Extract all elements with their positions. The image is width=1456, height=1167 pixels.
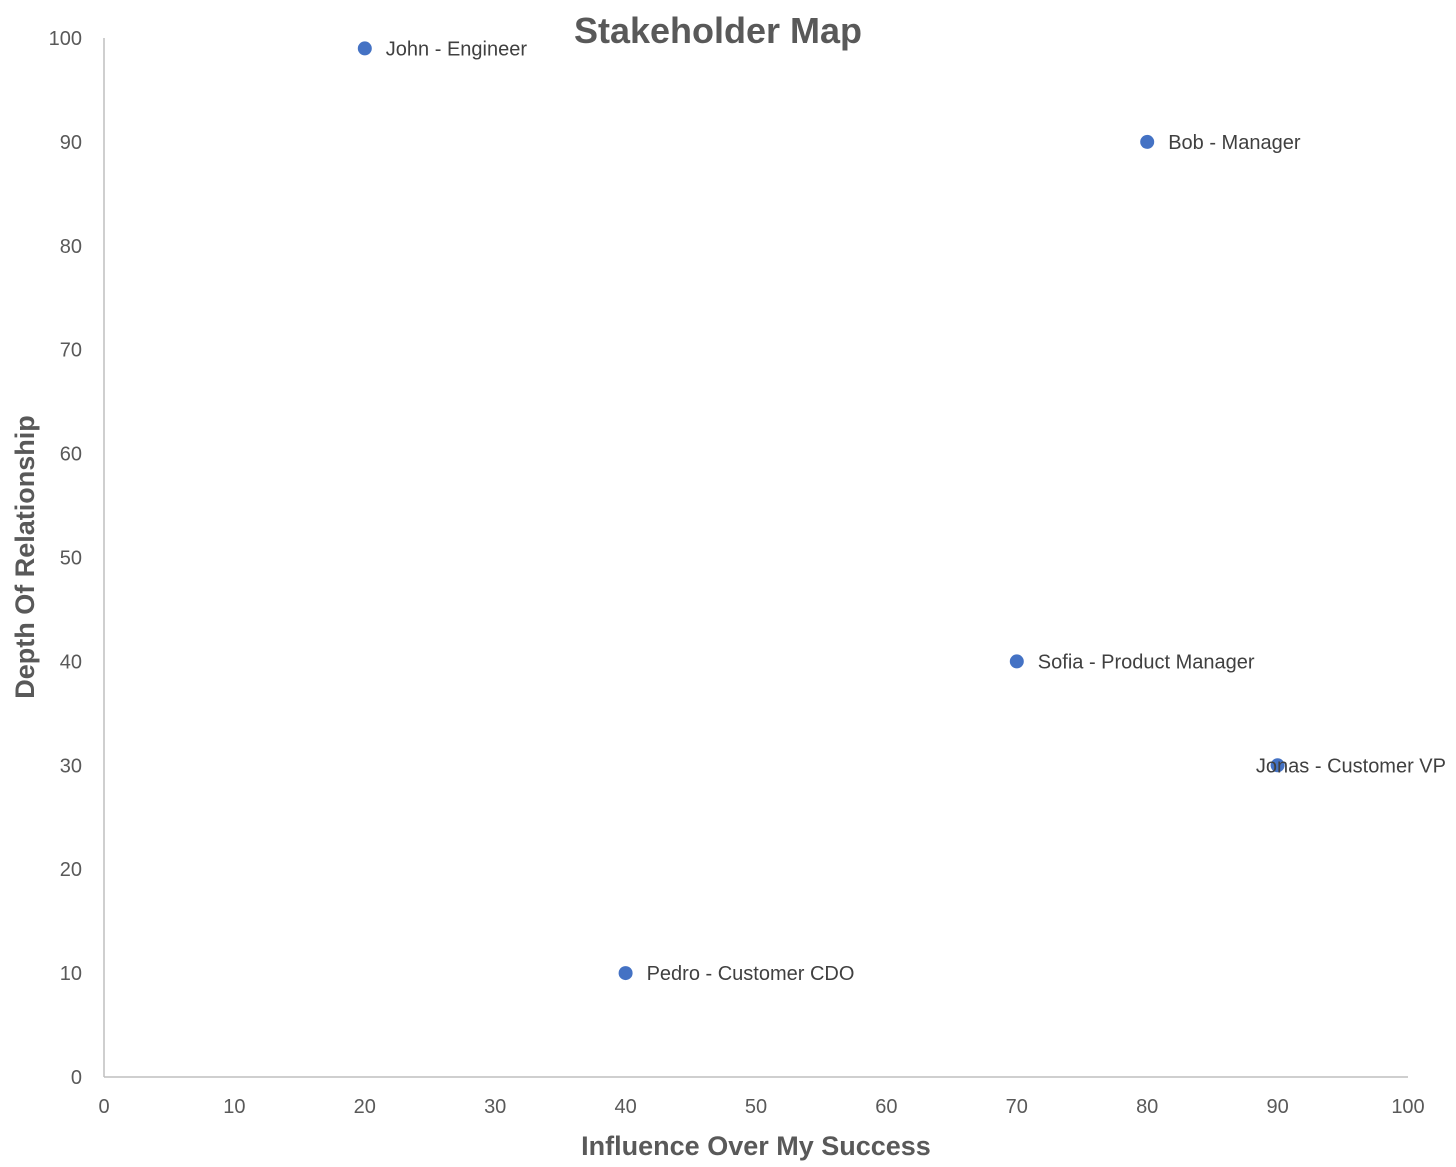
y-tick-label: 70 [60, 340, 82, 362]
x-axis-title: Influence Over My Success [581, 1131, 931, 1161]
x-tick-label: 40 [614, 1096, 636, 1118]
y-tick-label: 60 [60, 444, 82, 466]
y-tick-label: 20 [60, 859, 82, 881]
x-tick-label: 10 [223, 1096, 245, 1118]
data-point [618, 966, 633, 981]
y-tick-label: 90 [60, 132, 82, 154]
data-point [1140, 134, 1155, 149]
data-label: John - Engineer [386, 38, 528, 60]
x-tick-label: 80 [1136, 1096, 1158, 1118]
data-points: John - Engineer Bob - Manager Sofia - Prod… [357, 38, 1446, 985]
x-tick-label: 30 [484, 1096, 506, 1118]
y-tick-label: 100 [49, 28, 82, 50]
x-tick-labels: 0 10 20 30 40 50 60 70 80 90 100 [98, 1096, 1424, 1118]
data-point [1009, 654, 1024, 669]
x-tick-label: 90 [1266, 1096, 1288, 1118]
y-tick-labels: 0 10 20 30 40 50 60 70 80 90 100 [49, 28, 82, 1089]
x-tick-label: 20 [354, 1096, 376, 1118]
y-tick-label: 30 [60, 755, 82, 777]
data-label: Pedro - Customer CDO [647, 963, 855, 985]
y-tick-label: 80 [60, 236, 82, 258]
y-tick-label: 10 [60, 963, 82, 985]
data-point [357, 41, 372, 56]
data-point [1270, 758, 1285, 773]
y-tick-label: 50 [60, 548, 82, 570]
x-tick-label: 50 [745, 1096, 767, 1118]
chart-title: Stakeholder Map [574, 10, 862, 51]
data-label: Bob - Manager [1168, 132, 1301, 154]
data-label: Jonas - Customer VP [1256, 755, 1446, 777]
x-tick-label: 60 [875, 1096, 897, 1118]
x-tick-label: 70 [1006, 1096, 1028, 1118]
x-tick-label: 100 [1391, 1096, 1424, 1118]
y-tick-label: 40 [60, 651, 82, 673]
x-tick-label: 0 [98, 1096, 109, 1118]
data-label: Sofia - Product Manager [1038, 651, 1255, 673]
y-axis-title: Depth Of Relationship [10, 415, 40, 699]
y-tick-label: 0 [71, 1067, 82, 1089]
